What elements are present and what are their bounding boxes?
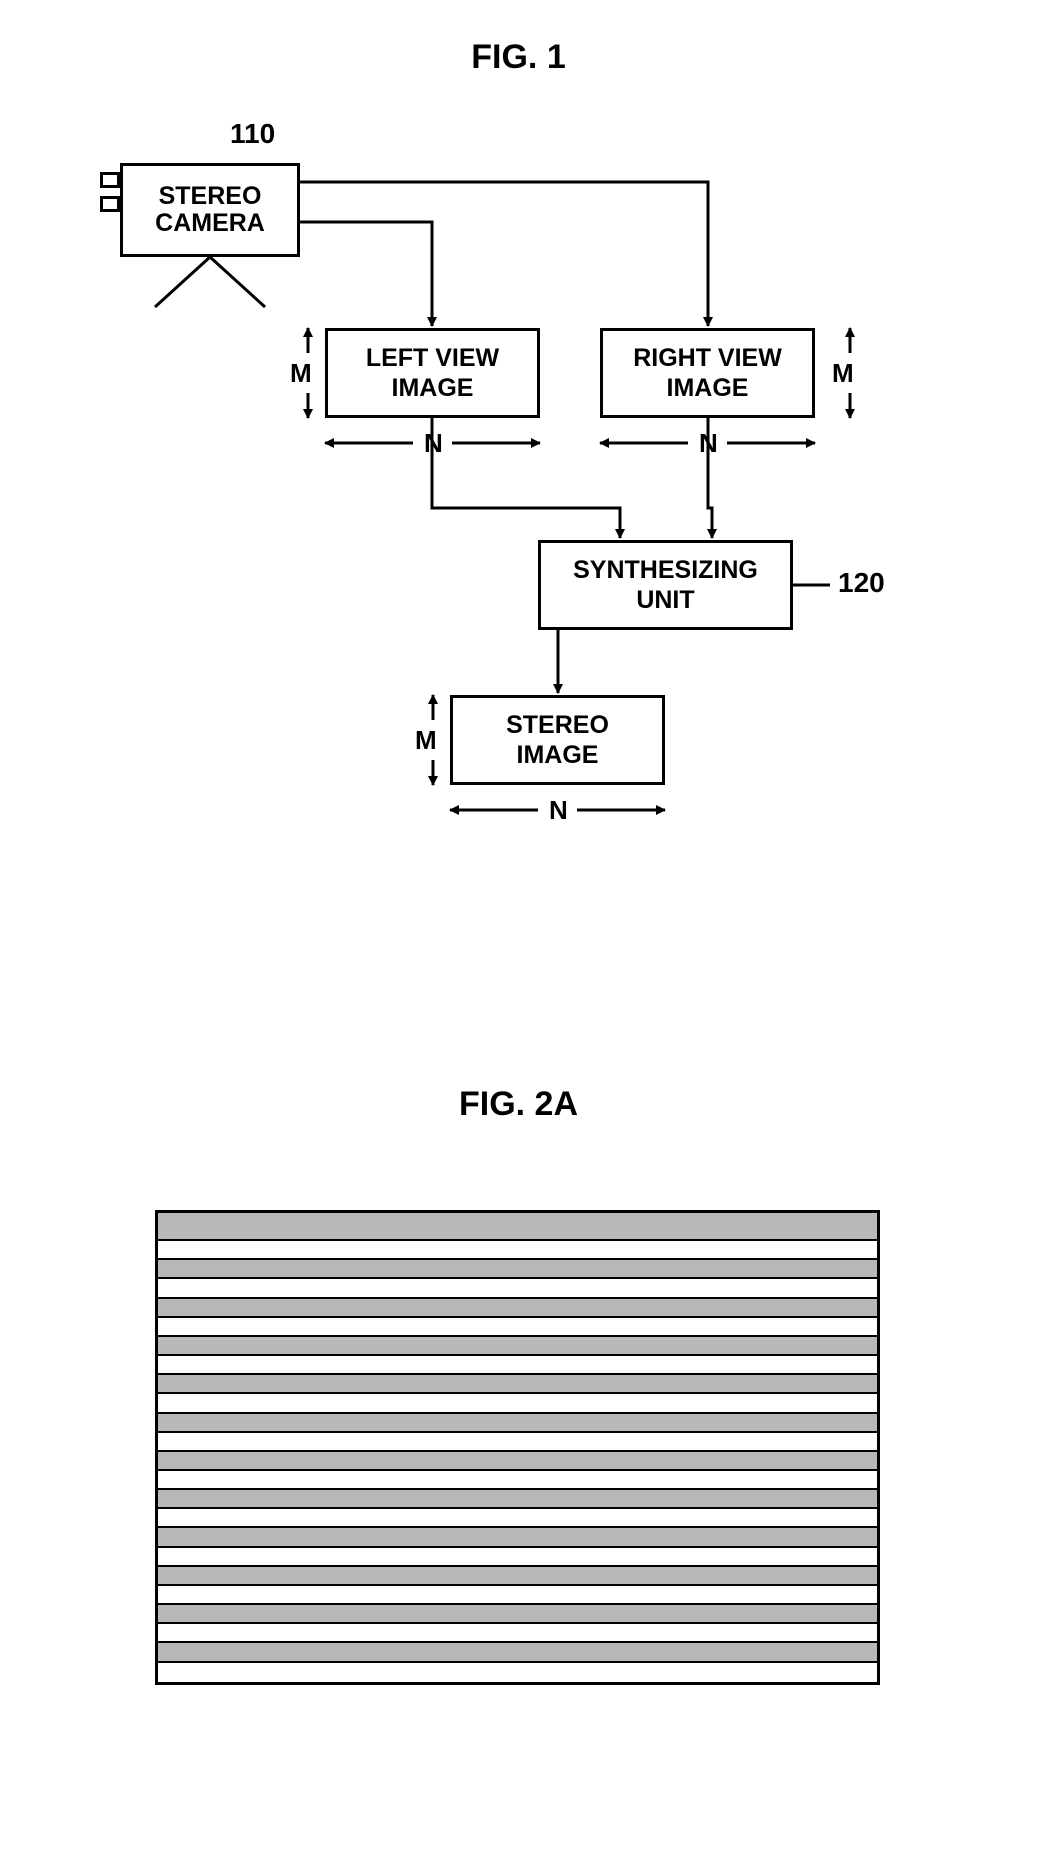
camera-lens-2 [100,196,120,212]
edge-camera-to-rightview [300,182,708,326]
stripe-row [158,1605,877,1624]
fig2a-title: FIG. 2A [0,1085,1037,1124]
stereo-camera-label: STEREO CAMERA [155,183,265,238]
stripe-row [158,1318,877,1337]
stripe-row [158,1586,877,1605]
stripe-row [158,1279,877,1298]
synth-ref-label: 120 [838,567,885,599]
camera-tripod [155,257,265,307]
stripe-row [158,1433,877,1452]
stripe-row [158,1260,877,1279]
right-view-label: RIGHT VIEW IMAGE [633,343,782,403]
left-view-dim-m: M [290,358,312,389]
stripe-row [158,1509,877,1528]
stripe-row [158,1375,877,1394]
right-view-dim-n: N [699,428,718,459]
stripe-row [158,1299,877,1318]
stripe-row [158,1356,877,1375]
stereo-camera-box: STEREO CAMERA [120,163,300,257]
fig1-title: FIG. 1 [0,38,1037,77]
stereo-dim-n: N [549,795,568,826]
right-view-dim-m: M [832,358,854,389]
synth-box: SYNTHESIZING UNIT [538,540,793,630]
fig2a-stripes [155,1210,880,1685]
fig2a-stripes-inner [158,1213,877,1682]
stripe-row [158,1548,877,1567]
stripe-row [158,1213,877,1241]
stripe-row [158,1663,877,1682]
stripe-row [158,1624,877,1643]
left-view-box: LEFT VIEW IMAGE [325,328,540,418]
edge-camera-to-leftview [300,222,432,326]
edge-leftview-to-synth [432,418,620,538]
left-view-dim-n: N [424,428,443,459]
stripe-row [158,1337,877,1356]
stripe-row [158,1643,877,1662]
stripe-row [158,1490,877,1509]
stripe-row [158,1471,877,1490]
stripe-row [158,1452,877,1471]
synth-label: SYNTHESIZING UNIT [573,555,758,615]
camera-lens-1 [100,172,120,188]
page: FIG. 1 110 STEREO CAMERA LEFT VIEW IMAGE… [0,0,1037,1856]
stripe-row [158,1414,877,1433]
camera-ref-label: 110 [230,118,275,150]
stripe-row [158,1241,877,1260]
left-view-label: LEFT VIEW IMAGE [366,343,499,403]
stereo-dim-m: M [415,725,437,756]
stereo-image-box: STEREO IMAGE [450,695,665,785]
stripe-row [158,1567,877,1586]
stripe-row [158,1528,877,1547]
stripe-row [158,1394,877,1413]
right-view-box: RIGHT VIEW IMAGE [600,328,815,418]
stereo-image-label: STEREO IMAGE [506,710,609,770]
